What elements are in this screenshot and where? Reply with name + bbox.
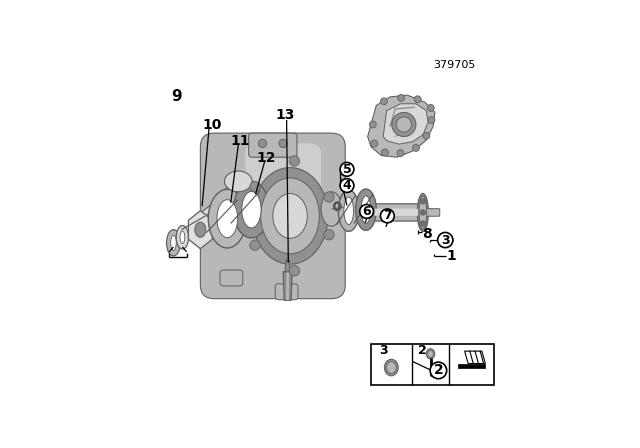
Circle shape <box>413 145 419 151</box>
FancyBboxPatch shape <box>371 344 493 385</box>
Text: 6: 6 <box>362 205 371 218</box>
Text: 10: 10 <box>203 118 222 132</box>
Ellipse shape <box>252 168 328 264</box>
Circle shape <box>430 362 447 379</box>
Ellipse shape <box>171 235 176 250</box>
Circle shape <box>396 117 412 132</box>
Ellipse shape <box>180 231 185 244</box>
Ellipse shape <box>166 230 180 256</box>
FancyBboxPatch shape <box>200 133 345 299</box>
Circle shape <box>324 192 334 202</box>
FancyBboxPatch shape <box>245 143 321 226</box>
Text: 12: 12 <box>257 151 276 165</box>
Circle shape <box>380 98 387 105</box>
Text: 13: 13 <box>275 108 294 122</box>
Ellipse shape <box>344 197 353 224</box>
Text: 4: 4 <box>342 179 351 192</box>
Polygon shape <box>286 272 289 301</box>
Polygon shape <box>197 174 238 223</box>
Circle shape <box>360 204 374 218</box>
FancyBboxPatch shape <box>374 209 418 216</box>
Polygon shape <box>285 261 291 272</box>
Circle shape <box>250 181 260 192</box>
FancyBboxPatch shape <box>220 270 243 286</box>
Polygon shape <box>188 211 212 249</box>
Text: 2: 2 <box>417 345 426 358</box>
Polygon shape <box>283 272 292 301</box>
Polygon shape <box>383 104 428 144</box>
Circle shape <box>289 156 300 166</box>
Ellipse shape <box>195 222 206 237</box>
FancyBboxPatch shape <box>374 204 419 221</box>
Ellipse shape <box>234 181 269 238</box>
Ellipse shape <box>260 178 319 254</box>
Ellipse shape <box>361 196 371 224</box>
Circle shape <box>371 140 378 147</box>
Ellipse shape <box>273 194 307 238</box>
Ellipse shape <box>208 190 246 248</box>
FancyBboxPatch shape <box>249 133 297 157</box>
Text: 8: 8 <box>422 227 431 241</box>
Ellipse shape <box>428 350 433 358</box>
Ellipse shape <box>419 196 427 229</box>
Ellipse shape <box>387 362 396 373</box>
Circle shape <box>420 221 426 226</box>
Circle shape <box>414 96 421 103</box>
Circle shape <box>397 150 404 156</box>
Circle shape <box>380 209 394 223</box>
Text: 5: 5 <box>342 163 351 176</box>
Text: 3: 3 <box>380 345 388 358</box>
Ellipse shape <box>225 171 252 192</box>
Circle shape <box>428 116 435 124</box>
Text: 11: 11 <box>230 134 250 148</box>
Text: 1: 1 <box>446 249 456 263</box>
Circle shape <box>289 266 300 276</box>
Polygon shape <box>465 351 485 363</box>
Ellipse shape <box>417 194 428 232</box>
Circle shape <box>259 139 267 147</box>
Circle shape <box>250 240 260 250</box>
Ellipse shape <box>385 359 398 376</box>
Ellipse shape <box>176 225 189 249</box>
Circle shape <box>438 233 453 248</box>
Circle shape <box>397 95 404 101</box>
FancyBboxPatch shape <box>275 284 298 300</box>
Circle shape <box>420 210 426 215</box>
Ellipse shape <box>321 192 342 226</box>
Text: 9: 9 <box>171 89 182 104</box>
Circle shape <box>324 229 334 240</box>
Polygon shape <box>367 95 435 157</box>
Ellipse shape <box>356 189 376 230</box>
Text: 379705: 379705 <box>433 60 475 70</box>
Circle shape <box>340 163 354 176</box>
Circle shape <box>381 149 388 156</box>
Polygon shape <box>458 363 485 368</box>
Circle shape <box>279 139 287 147</box>
Ellipse shape <box>339 190 359 232</box>
Circle shape <box>340 179 354 193</box>
Ellipse shape <box>217 200 237 237</box>
Circle shape <box>369 121 376 128</box>
Text: 3: 3 <box>441 233 449 246</box>
Text: 7: 7 <box>383 209 392 222</box>
Circle shape <box>423 133 430 139</box>
Ellipse shape <box>242 191 261 228</box>
Circle shape <box>428 104 435 112</box>
Ellipse shape <box>286 260 289 262</box>
Circle shape <box>420 198 426 204</box>
Text: 2: 2 <box>433 363 444 377</box>
Circle shape <box>392 112 416 137</box>
Ellipse shape <box>426 349 435 359</box>
FancyBboxPatch shape <box>421 209 440 216</box>
